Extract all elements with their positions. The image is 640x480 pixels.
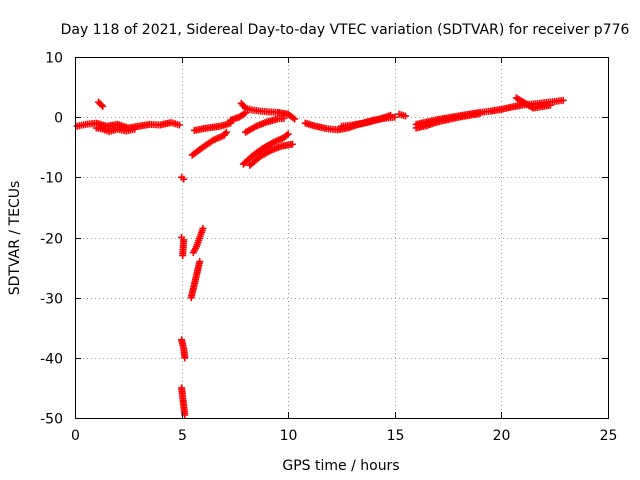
series-arc-a	[73, 119, 183, 132]
axis-ticks: 0 5 10 15 20 25 10 0 -10 -20 -30 -40 -50	[40, 51, 617, 445]
data-point	[193, 268, 201, 276]
data-point	[207, 138, 215, 146]
series-arc-m	[237, 99, 299, 123]
data-point	[225, 120, 233, 128]
data-point	[173, 120, 181, 128]
y-tick-label: 10	[45, 51, 63, 67]
data-point	[278, 115, 286, 123]
data-point	[283, 131, 291, 139]
data-point	[253, 155, 261, 163]
data-points	[73, 94, 567, 419]
data-point	[97, 101, 105, 109]
data-point	[240, 110, 248, 118]
series-arc-b	[92, 124, 139, 136]
data-point	[265, 147, 273, 155]
data-point	[421, 122, 429, 130]
data-point	[180, 175, 188, 183]
data-point	[198, 226, 206, 234]
data-point	[368, 117, 376, 125]
data-point	[181, 352, 189, 360]
series-arc-i	[187, 258, 204, 302]
x-tick-label: 15	[387, 428, 405, 444]
data-point	[191, 245, 199, 253]
series-arc-d	[178, 173, 188, 183]
data-point	[281, 132, 289, 140]
series-arc-j	[188, 128, 230, 159]
series-arc-v	[512, 94, 554, 112]
x-tick-label: 0	[71, 428, 80, 444]
data-point	[557, 97, 565, 105]
chart-title: Day 118 of 2021, Sidereal Day-to-day VTE…	[61, 22, 630, 38]
x-tick-label: 25	[600, 428, 618, 444]
data-point	[194, 239, 202, 247]
data-point	[474, 110, 482, 118]
data-point	[179, 250, 187, 258]
series-arc-f	[178, 336, 189, 362]
x-tick-label: 5	[178, 428, 187, 444]
series-arc-n	[242, 114, 288, 136]
data-point	[246, 105, 254, 113]
series-arc-u	[412, 110, 484, 132]
data-point	[276, 143, 284, 151]
data-point	[97, 125, 105, 133]
series-arc-e	[178, 234, 188, 260]
grid-lines	[75, 57, 608, 418]
data-point	[245, 155, 253, 163]
data-point	[222, 128, 230, 136]
data-point	[129, 126, 137, 134]
series-arc-s	[395, 110, 409, 120]
series-arc-g	[178, 384, 189, 419]
data-point	[221, 130, 229, 138]
data-point	[195, 259, 203, 267]
data-point	[282, 110, 290, 118]
data-point	[240, 103, 248, 111]
data-point	[357, 119, 365, 127]
data-point	[96, 100, 104, 108]
y-tick-label: -30	[40, 292, 63, 308]
x-tick-label: 20	[493, 428, 511, 444]
series-arc-k	[190, 119, 235, 134]
series-arc-c	[94, 98, 107, 110]
data-point	[267, 139, 275, 147]
data-point	[196, 232, 204, 240]
data-point	[250, 123, 258, 131]
series-arc-l	[227, 109, 250, 124]
data-point	[289, 114, 297, 122]
data-point	[287, 141, 295, 149]
y-tick-label: -40	[40, 352, 63, 368]
data-point	[399, 111, 407, 119]
data-point	[196, 145, 204, 153]
series-arc-h	[189, 224, 207, 257]
data-point	[389, 113, 397, 121]
data-point	[432, 119, 440, 127]
x-axis-label: GPS time / hours	[282, 458, 399, 474]
series-arc-r	[338, 113, 399, 130]
x-tick-label: 10	[280, 428, 298, 444]
data-point	[189, 286, 197, 294]
series-arc-o	[239, 130, 292, 168]
data-point	[310, 122, 318, 130]
data-point	[191, 277, 199, 285]
y-tick-label: 0	[54, 111, 63, 127]
series-arc-p	[246, 140, 296, 169]
y-axis-label: SDTVAR / TECUs	[7, 181, 23, 296]
y-tick-label: -20	[40, 232, 63, 248]
data-point	[256, 147, 264, 155]
data-point	[442, 116, 450, 124]
data-point	[261, 119, 269, 127]
y-tick-label: -10	[40, 171, 63, 187]
y-tick-label: -50	[40, 412, 63, 428]
data-point	[545, 101, 553, 109]
